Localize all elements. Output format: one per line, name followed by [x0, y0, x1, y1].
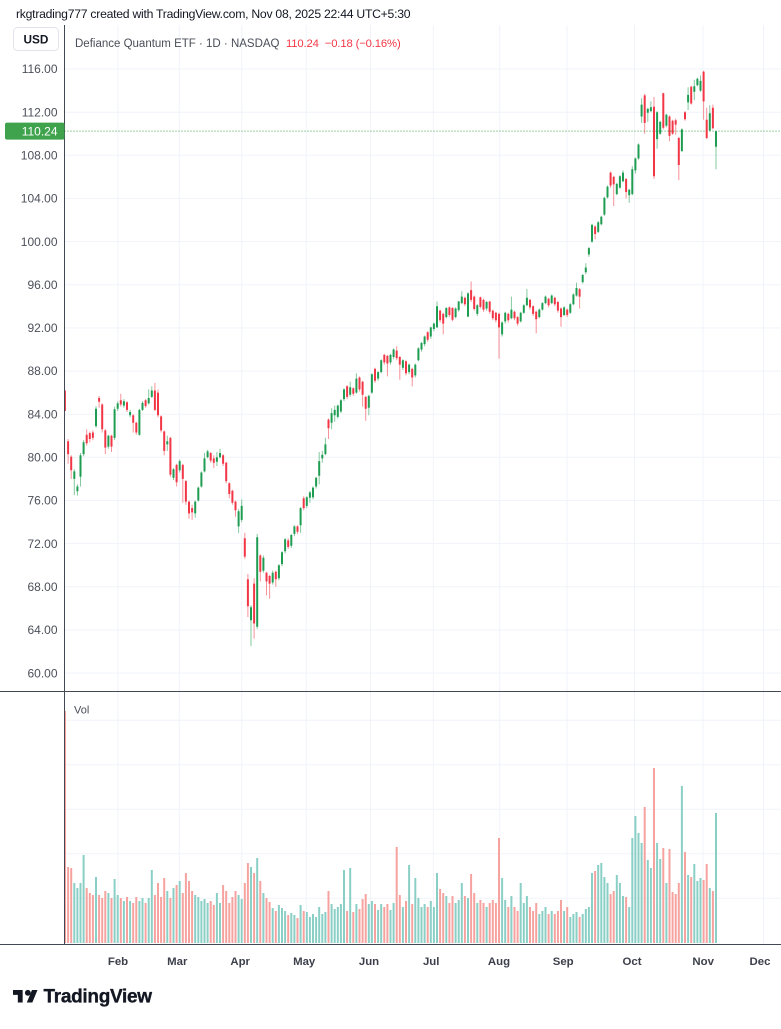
- svg-text:60.00: 60.00: [27, 666, 57, 680]
- svg-text:Defiance Quantum ETF · 1D · NA: Defiance Quantum ETF · 1D · NASDAQ: [75, 38, 280, 50]
- svg-text:Jul: Jul: [423, 956, 439, 968]
- svg-text:110.24 −0.18 (−0.16%): 110.24 −0.18 (−0.16%): [286, 38, 401, 50]
- svg-text:96.00: 96.00: [27, 278, 57, 292]
- svg-text:112.00: 112.00: [22, 105, 58, 119]
- svg-text:104.00: 104.00: [21, 192, 58, 206]
- svg-text:76.00: 76.00: [27, 494, 57, 508]
- svg-text:Nov: Nov: [692, 956, 714, 968]
- svg-text:100.00: 100.00: [21, 235, 58, 249]
- svg-text:May: May: [293, 956, 316, 968]
- svg-text:72.00: 72.00: [27, 537, 57, 551]
- svg-text:Mar: Mar: [167, 956, 188, 968]
- svg-text:108.00: 108.00: [21, 149, 58, 163]
- svg-text:88.00: 88.00: [27, 364, 57, 378]
- svg-text:64.00: 64.00: [27, 623, 57, 637]
- svg-text:Aug: Aug: [488, 956, 510, 968]
- svg-text:Sep: Sep: [553, 956, 574, 968]
- svg-text:110.24: 110.24: [22, 124, 58, 138]
- svg-text:80.00: 80.00: [27, 451, 57, 465]
- svg-text:Jun: Jun: [359, 956, 379, 968]
- svg-text:Vol: Vol: [74, 705, 89, 717]
- svg-text:rkgtrading777 created with Tra: rkgtrading777 created with TradingView.c…: [16, 7, 411, 21]
- svg-text:116.00: 116.00: [22, 62, 58, 76]
- svg-text:84.00: 84.00: [27, 407, 57, 421]
- svg-text:92.00: 92.00: [27, 321, 57, 335]
- svg-text:Apr: Apr: [230, 956, 250, 968]
- svg-text:USD: USD: [24, 33, 49, 47]
- svg-text:Oct: Oct: [623, 956, 642, 968]
- svg-text:TradingView: TradingView: [44, 987, 153, 1008]
- svg-text:Dec: Dec: [750, 956, 771, 968]
- svg-text:Feb: Feb: [108, 956, 128, 968]
- svg-text:68.00: 68.00: [27, 580, 57, 594]
